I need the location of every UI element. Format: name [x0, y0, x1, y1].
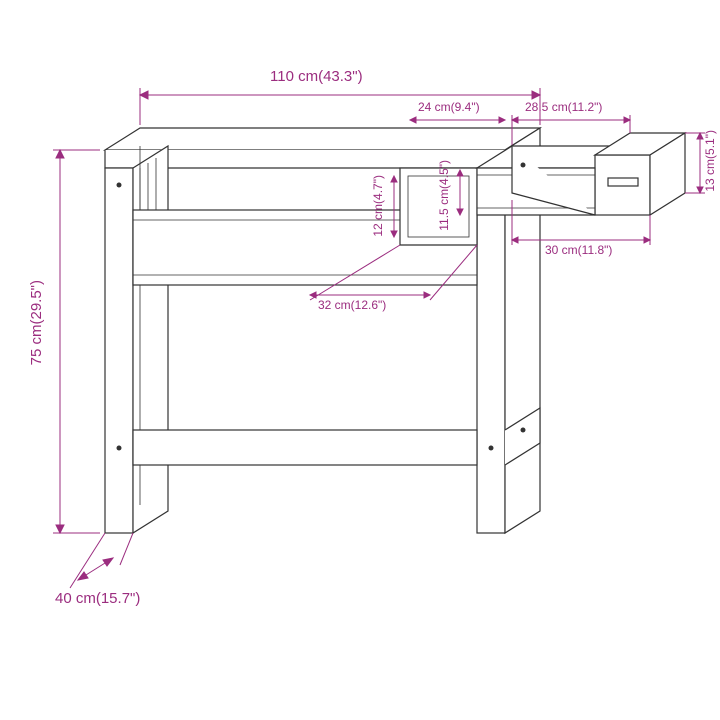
- dim-depth: 40 cm(15.7"): [55, 590, 140, 607]
- diagram-canvas: 110 cm(43.3") 75 cm(29.5") 40 cm(15.7") …: [0, 0, 720, 720]
- dim-drawer-d: 30 cm(11.8"): [545, 243, 612, 257]
- dim-inner-h2: 12 cm(4.7"): [371, 175, 385, 237]
- dim-height: 75 cm(29.5"): [28, 280, 45, 365]
- dim-shelf-d: 32 cm(12.6"): [318, 298, 386, 312]
- dim-width: 110 cm(43.3"): [270, 68, 363, 85]
- dim-drawer-w1: 24 cm(9.4"): [418, 100, 480, 114]
- dim-drawer-w2: 28.5 cm(11.2"): [525, 100, 602, 114]
- dim-inner-h1: 11.5 cm(4.5"): [437, 160, 451, 231]
- dim-drawer-h: 13 cm(5.1"): [703, 130, 717, 192]
- desk-drawing: [0, 0, 720, 720]
